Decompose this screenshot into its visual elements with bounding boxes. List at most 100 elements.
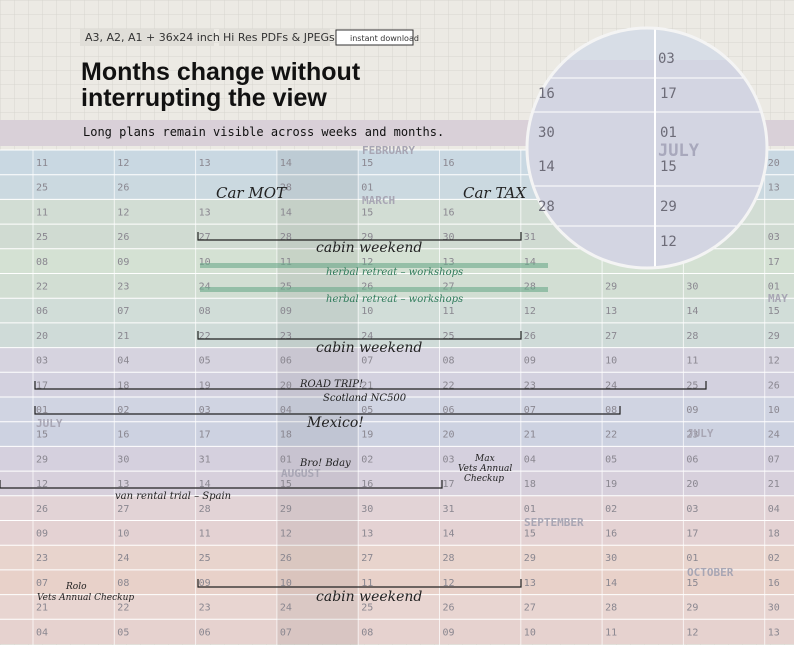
day-number: 11 xyxy=(36,207,48,218)
day-number: 28 xyxy=(686,331,698,342)
row-band xyxy=(0,520,794,546)
highlight-stroke xyxy=(200,263,548,268)
day-number: 15 xyxy=(361,207,373,218)
day-number: 12 xyxy=(361,257,373,268)
day-number: 25 xyxy=(36,183,48,194)
day-number: 24 xyxy=(361,331,373,342)
day-number: 14 xyxy=(280,158,292,169)
day-number: 07 xyxy=(361,356,373,367)
day-number: 13 xyxy=(768,183,780,194)
row-band xyxy=(0,421,794,447)
day-number: 29 xyxy=(280,504,292,515)
day-number: 01 xyxy=(36,405,48,416)
row-band xyxy=(0,545,794,570)
day-number: 07 xyxy=(768,454,780,465)
day-number: 21 xyxy=(361,380,373,391)
day-number: 29 xyxy=(768,331,780,342)
day-number: 13 xyxy=(605,306,617,317)
event-label: Car TAX xyxy=(463,184,527,202)
title: Months change without xyxy=(81,58,361,86)
magnified-label: 17 xyxy=(660,86,677,102)
day-number: 04 xyxy=(524,454,536,465)
day-number: 07 xyxy=(524,405,536,416)
month-label: OCTOBER xyxy=(687,566,734,579)
day-number: 13 xyxy=(524,578,536,589)
event-label: cabin weekend xyxy=(316,240,422,256)
row-band xyxy=(0,471,794,496)
event-label: Vets Annual xyxy=(458,464,512,474)
day-number: 09 xyxy=(686,405,698,416)
day-number: 09 xyxy=(199,578,211,589)
day-number: 10 xyxy=(524,627,536,638)
day-number: 11 xyxy=(36,158,48,169)
day-number: 22 xyxy=(443,380,455,391)
day-number: 20 xyxy=(768,158,780,169)
magnified-label: 15 xyxy=(660,159,677,175)
day-number: 21 xyxy=(36,603,48,614)
event-label: Car MOT xyxy=(216,184,287,202)
day-number: 09 xyxy=(280,306,292,317)
day-number: 01 xyxy=(768,282,780,293)
day-number: 08 xyxy=(443,356,455,367)
day-number: 13 xyxy=(361,529,373,540)
day-number: 23 xyxy=(117,282,129,293)
event-label: Scotland NC500 xyxy=(323,393,407,404)
day-number: 04 xyxy=(768,504,780,515)
day-number: 17 xyxy=(768,257,780,268)
event-label: Max xyxy=(474,454,495,464)
day-number: 03 xyxy=(199,405,211,416)
day-number: 09 xyxy=(443,627,455,638)
day-number: 25 xyxy=(686,380,698,391)
bracket xyxy=(197,579,522,588)
day-number: 06 xyxy=(686,454,698,465)
day-number: 23 xyxy=(524,380,536,391)
day-number: 27 xyxy=(361,553,373,564)
event-label: Rolo xyxy=(65,582,87,592)
day-number: 26 xyxy=(524,331,536,342)
day-number: 09 xyxy=(36,529,48,540)
magnified-label: 14 xyxy=(538,159,555,175)
day-number: 06 xyxy=(443,405,455,416)
day-number: 22 xyxy=(605,430,617,441)
header: A3, A2, A1 + 36x24 inches Hi Res PDFs & … xyxy=(80,29,444,139)
magnified-label: 03 xyxy=(658,51,675,67)
day-number: 21 xyxy=(768,479,780,490)
day-number: 01 xyxy=(686,553,698,564)
day-number: 21 xyxy=(524,430,536,441)
day-number: 28 xyxy=(605,603,617,614)
day-number: 26 xyxy=(117,183,129,194)
day-number: 21 xyxy=(117,331,129,342)
day-number: 18 xyxy=(117,380,129,391)
bracket xyxy=(34,381,707,390)
day-number: 18 xyxy=(768,529,780,540)
day-number: 03 xyxy=(686,504,698,515)
badge xyxy=(335,29,414,46)
day-number: 02 xyxy=(361,454,373,465)
day-number: 31 xyxy=(443,504,455,515)
day-number: 20 xyxy=(686,479,698,490)
day-number: 04 xyxy=(117,356,129,367)
day-number: 30 xyxy=(686,282,698,293)
day-number: 14 xyxy=(524,257,536,268)
day-number: 03 xyxy=(36,356,48,367)
month-label: SEPTEMBER xyxy=(524,516,584,529)
day-number: 17 xyxy=(686,529,698,540)
row-band xyxy=(0,619,794,644)
event-label: herbal retreat – workshops xyxy=(326,294,463,305)
day-number: 27 xyxy=(524,603,536,614)
day-number: 14 xyxy=(686,306,698,317)
day-number: 17 xyxy=(443,479,455,490)
month-label: JULY xyxy=(36,417,63,430)
day-number: 14 xyxy=(443,529,455,540)
day-number: 29 xyxy=(605,282,617,293)
highlight-stroke xyxy=(200,287,548,292)
day-number: 12 xyxy=(117,207,129,218)
day-number: 10 xyxy=(280,578,292,589)
day-number: 03 xyxy=(768,232,780,243)
day-number: 11 xyxy=(199,529,211,540)
highlight-column xyxy=(276,150,359,645)
event-label: Checkup xyxy=(464,474,504,484)
event-label: Vets Annual Checkup xyxy=(37,593,134,603)
subtitle: Long plans remain visible across weeks a… xyxy=(83,125,444,139)
